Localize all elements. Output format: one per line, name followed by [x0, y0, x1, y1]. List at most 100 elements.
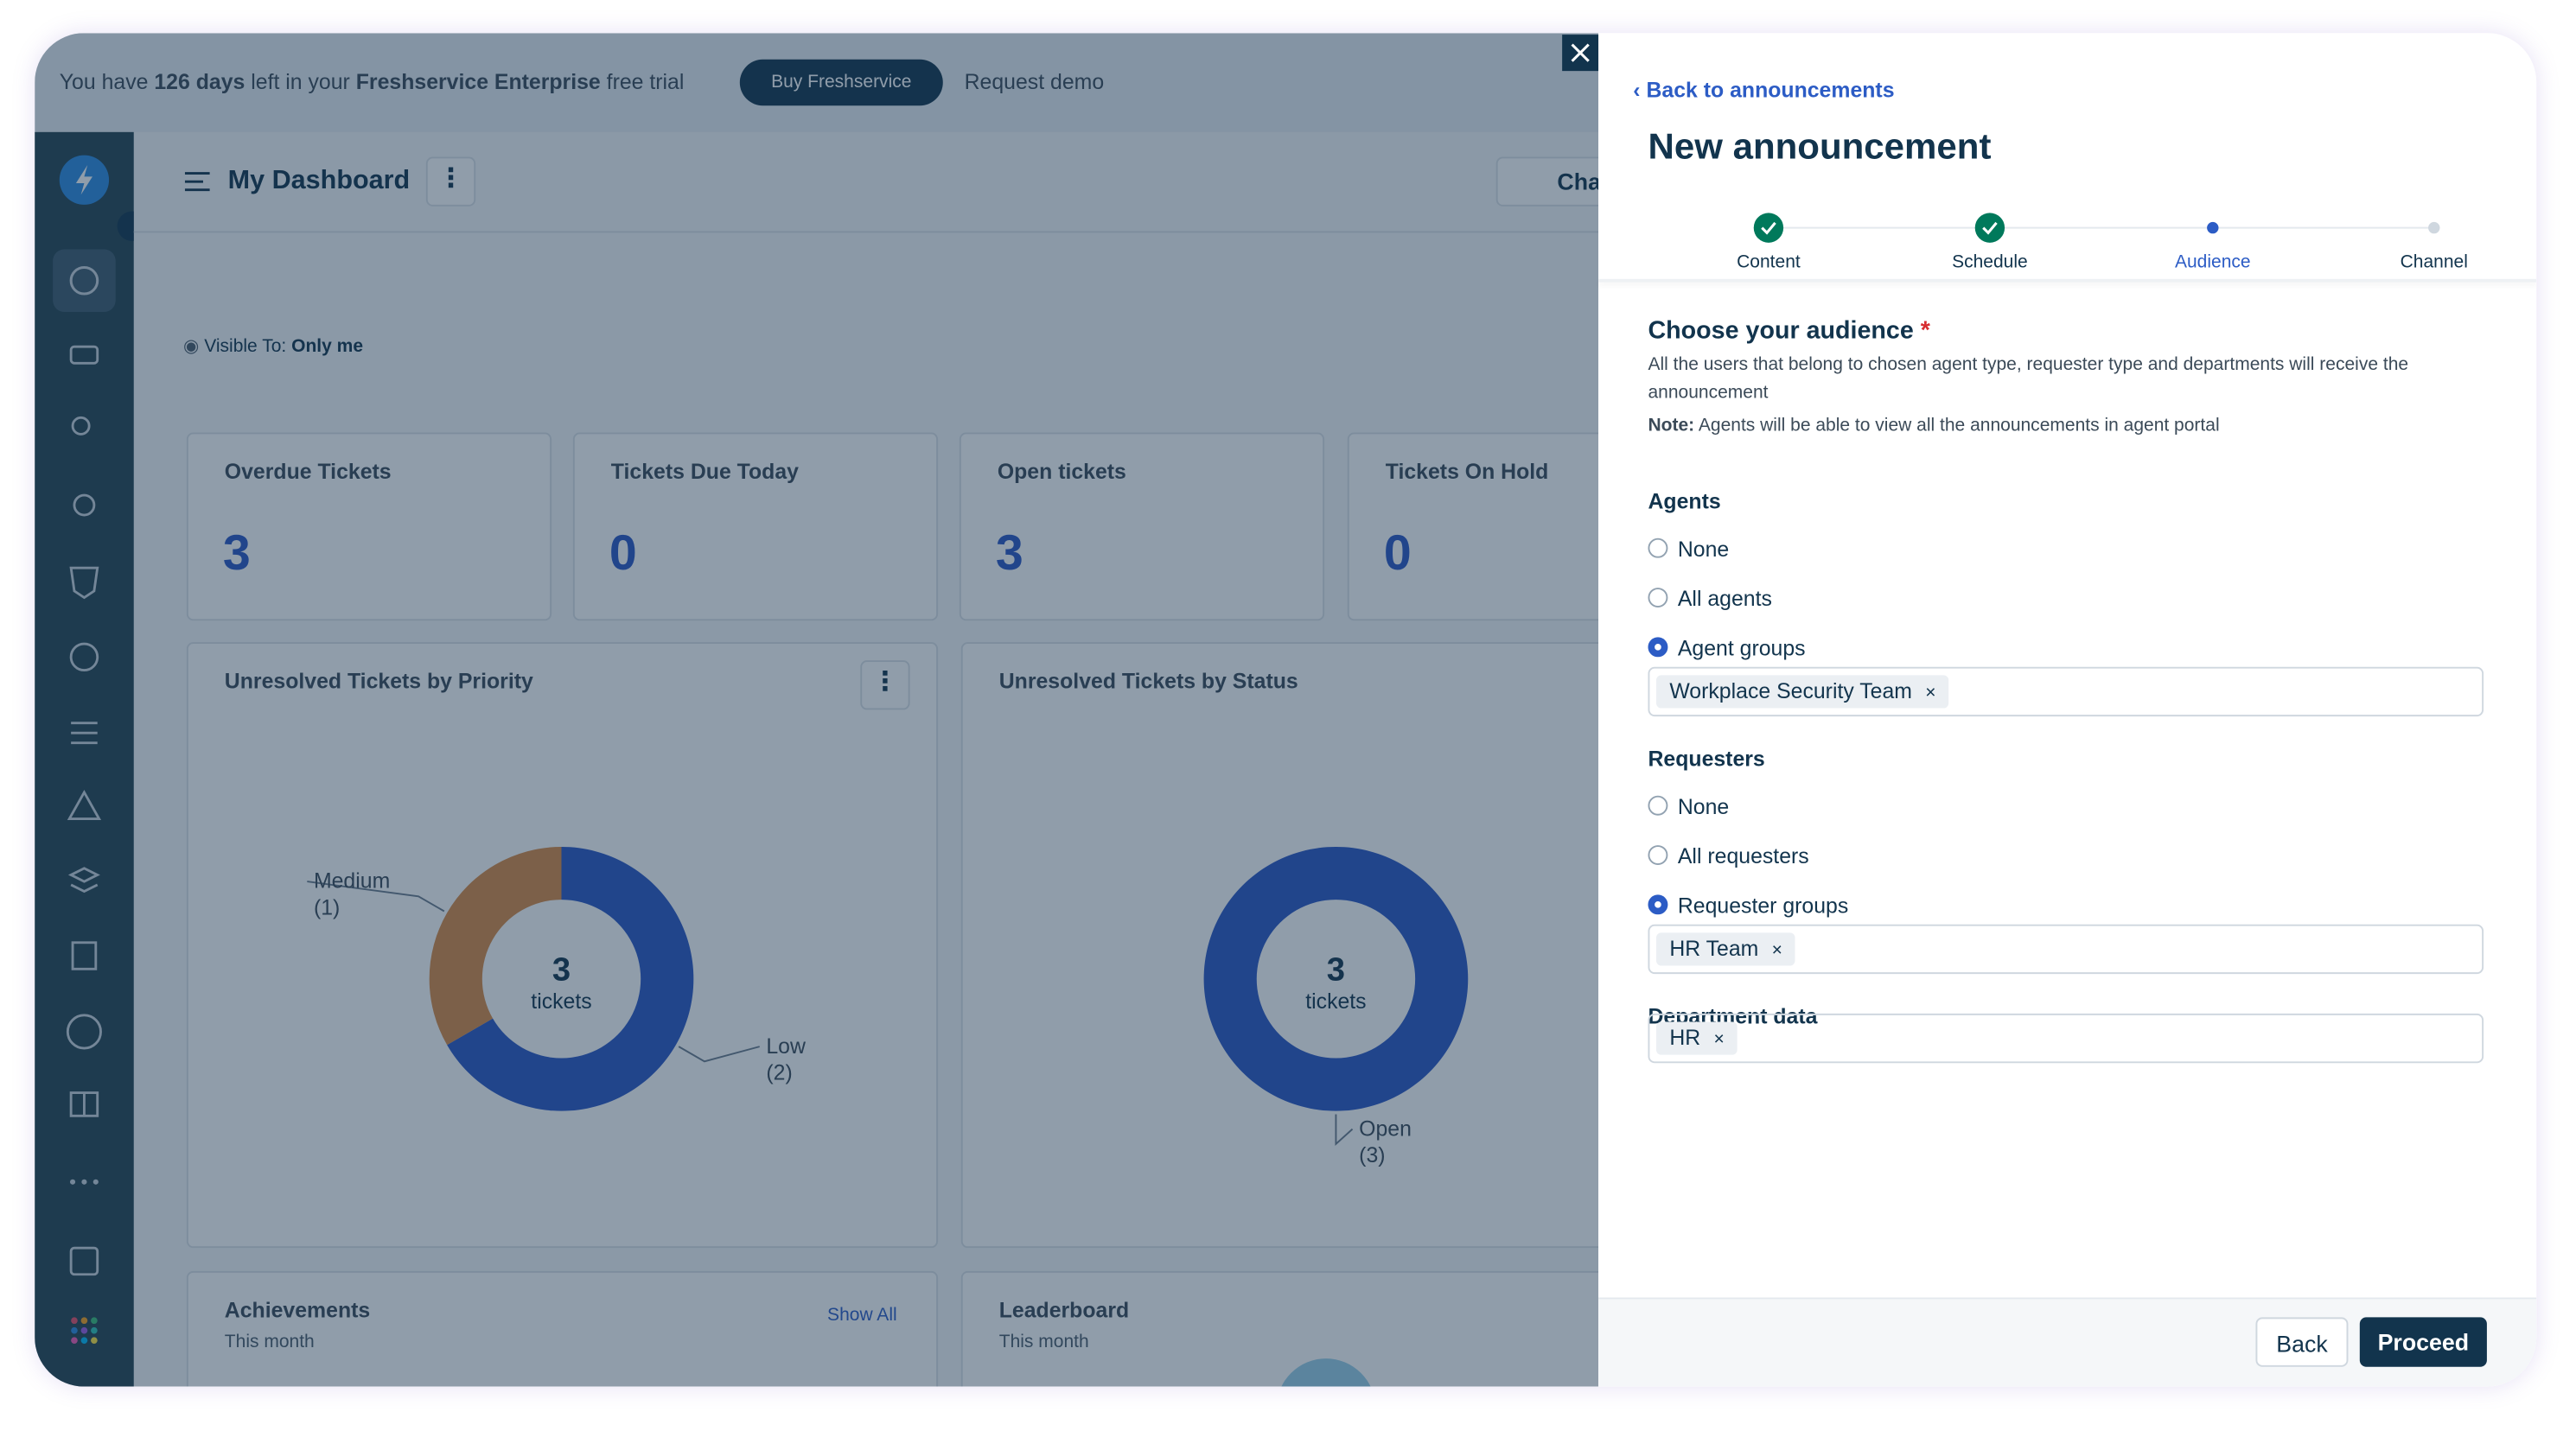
icon[interactable]	[69, 1091, 99, 1117]
more-dots[interactable]	[69, 1179, 99, 1185]
chat-button[interactable]: Cha	[1495, 156, 1599, 207]
visible-label: Visible To:	[204, 336, 287, 357]
step-check	[1761, 221, 1776, 235]
tag-input[interactable]: HR ×	[1648, 1013, 2484, 1064]
radio[interactable]	[1648, 537, 1668, 558]
back-button[interactable]: Back	[2255, 1317, 2349, 1367]
icon[interactable]	[69, 265, 99, 296]
visible-value: Only me	[291, 336, 364, 357]
donut-segment	[429, 846, 562, 1046]
menu-icon[interactable]	[183, 169, 213, 195]
tag-input[interactable]: HR Team ×	[1648, 924, 2484, 975]
icon[interactable]	[69, 642, 99, 672]
leader-line	[1335, 1114, 1354, 1146]
app-window: You have 126 days left in your Freshserv…	[35, 33, 2537, 1387]
widget-title: Leaderboard	[998, 1297, 1130, 1323]
radio-label[interactable]: All requesters	[1677, 843, 1809, 868]
card-label: Overdue Tickets	[224, 459, 392, 484]
segment-label: Low	[766, 1035, 806, 1059]
group-label: Requesters	[1648, 746, 1765, 772]
donut-widget: Unresolved Tickets by Status Open (3) 3 tick…	[960, 642, 1599, 1249]
buy-button[interactable]: Buy Freshservice	[739, 59, 943, 106]
widget-title: Unresolved Tickets by Priority	[224, 668, 533, 694]
back-link[interactable]: ‹ Back to announcements	[1633, 77, 1895, 103]
radio-label[interactable]: Agent groups	[1677, 635, 1806, 661]
panel-footer: Back Proceed	[1598, 1297, 2537, 1387]
show-all-link[interactable]: Show All	[827, 1306, 897, 1326]
tag-remove[interactable]: ×	[1771, 940, 1782, 961]
tag: HR Team ×	[1656, 932, 1796, 966]
radio[interactable]	[1648, 795, 1668, 816]
dashboard-title: My Dashboard	[227, 166, 411, 195]
segment-label: Medium	[314, 870, 390, 894]
tag-text: Workplace Security Team	[1669, 678, 1912, 703]
stat-card: Overdue Tickets 3	[186, 432, 552, 621]
trial-text: You have 126 days left in your Freshserv…	[60, 69, 685, 94]
radio-label[interactable]: Requester groups	[1677, 893, 1849, 919]
radio[interactable]	[1648, 845, 1668, 865]
leader-line	[678, 1046, 760, 1063]
icon[interactable]	[69, 345, 99, 365]
icon[interactable]	[71, 416, 91, 436]
tag: Workplace Security Team ×	[1656, 675, 1949, 709]
radio[interactable]	[1648, 588, 1668, 607]
step-label: Schedule	[1952, 252, 2028, 273]
step-current	[2207, 221, 2219, 234]
text: free trial	[606, 69, 685, 94]
step-done	[1753, 213, 1784, 243]
donut-center-value: 3	[552, 951, 571, 989]
stat-card: Open tickets 3	[959, 432, 1325, 621]
segment-value-label: (1)	[314, 896, 340, 919]
radio-label[interactable]: None	[1677, 536, 1730, 562]
icon[interactable]	[73, 493, 96, 517]
radio-label[interactable]: None	[1677, 793, 1730, 819]
icon[interactable]	[66, 1014, 102, 1050]
announcement-panel: ‹ Back to announcements New announcement…	[1598, 33, 2537, 1387]
segment-value-label: (2)	[766, 1061, 792, 1084]
widget-subtitle: This month	[998, 1332, 1089, 1352]
card-value: 0	[609, 526, 637, 582]
header-divider	[133, 231, 1599, 233]
icon[interactable]	[71, 941, 98, 970]
radio[interactable]	[1648, 894, 1668, 915]
widget-menu[interactable]: ⋮	[860, 660, 910, 710]
note-label: Note:	[1648, 416, 1695, 436]
icon[interactable]	[67, 790, 102, 820]
widget-title: Achievements	[224, 1297, 371, 1323]
modal-overlay[interactable]	[35, 33, 1599, 1387]
section-heading: Choose your audience *	[1648, 317, 1929, 345]
segment-value-label: (3)	[1359, 1144, 1385, 1167]
radio[interactable]	[1648, 637, 1668, 658]
icon[interactable]	[69, 566, 99, 600]
back-link-text: Back to announcements	[1646, 77, 1895, 103]
close-button[interactable]	[1562, 35, 1599, 72]
proceed-button[interactable]: Proceed	[2359, 1317, 2487, 1367]
request-demo[interactable]: Request demo	[964, 69, 1105, 94]
more-button[interactable]: ⋮	[425, 156, 476, 207]
tag-input[interactable]: Workplace Security Team ×	[1648, 666, 2484, 717]
apps-grid[interactable]	[71, 1317, 98, 1344]
radio-label[interactable]: All agents	[1677, 586, 1772, 611]
required-mark: *	[1920, 316, 1930, 346]
sidebar-icons	[53, 155, 148, 1344]
tag-remove[interactable]: ×	[1713, 1030, 1725, 1050]
text: left in your	[251, 69, 350, 94]
icon[interactable]	[71, 722, 98, 745]
card-label: Tickets On Hold	[1385, 459, 1549, 484]
icon[interactable]	[67, 867, 100, 894]
leader-line	[307, 881, 445, 913]
sidebar	[35, 131, 148, 1387]
active-icon[interactable]	[53, 249, 116, 313]
donut-segment	[447, 846, 694, 1111]
tag: HR ×	[1656, 1021, 1738, 1055]
segment-label: Open	[1359, 1117, 1412, 1141]
icon[interactable]	[69, 1246, 99, 1276]
product: Freshservice Enterprise	[355, 69, 601, 94]
dashboard-area: You have 126 days left in your Freshserv…	[35, 33, 1599, 1387]
leaderboard-widget: Leaderboard This month	[960, 1270, 1599, 1387]
tag-text: HR	[1669, 1025, 1701, 1050]
tag-remove[interactable]: ×	[1925, 683, 1936, 703]
